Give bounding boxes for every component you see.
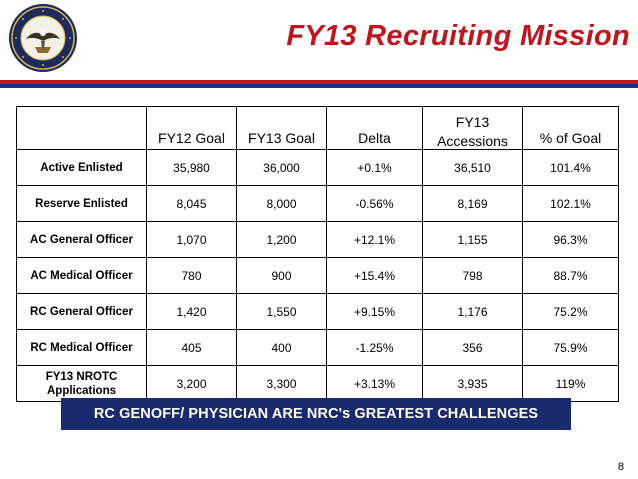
- accessions-cell: 8,169: [422, 185, 523, 222]
- delta-cell: -0.56%: [326, 185, 423, 222]
- accessions-cell: 356: [422, 329, 523, 366]
- accessions-cell: 798: [422, 257, 523, 294]
- row-label: Reserve Enlisted: [16, 185, 147, 222]
- row-label: Active Enlisted: [16, 149, 147, 186]
- fy13-goal-cell: 900: [236, 257, 327, 294]
- row-label: AC General Officer: [16, 221, 147, 258]
- page-title: FY13 Recruiting Mission: [286, 20, 630, 52]
- fy13-goal-cell: 3,300: [236, 365, 327, 402]
- table-row: Active Enlisted 35,980 36,000 +0.1% 36,5…: [16, 149, 619, 186]
- fy12-goal-cell: 3,200: [146, 365, 237, 402]
- percent-of-goal-cell: 75.9%: [522, 329, 619, 366]
- table-row: RC General Officer 1,420 1,550 +9.15% 1,…: [16, 293, 619, 330]
- row-label: RC Medical Officer: [16, 329, 147, 366]
- page-number: 8: [617, 461, 624, 473]
- header-rule-red: [0, 80, 638, 84]
- accessions-cell: 1,176: [422, 293, 523, 330]
- delta-cell: +12.1%: [326, 221, 423, 258]
- fy12-goal-cell: 405: [146, 329, 237, 366]
- delta-cell: +15.4%: [326, 257, 423, 294]
- table-row: RC Medical Officer 405 400 -1.25% 356 75…: [16, 329, 619, 366]
- delta-cell: +9.15%: [326, 293, 423, 330]
- fy12-goal-cell: 35,980: [146, 149, 237, 186]
- fy13-goal-cell: 36,000: [236, 149, 327, 186]
- column-header-fy13-goal: FY13 Goal: [236, 106, 327, 150]
- percent-of-goal-cell: 102.1%: [522, 185, 619, 222]
- percent-of-goal-cell: 96.3%: [522, 221, 619, 258]
- header-rule-blue: [0, 84, 638, 88]
- table-row: Reserve Enlisted 8,045 8,000 -0.56% 8,16…: [16, 185, 619, 222]
- row-label: FY13 NROTC Applications: [16, 365, 147, 402]
- column-header-fy12-goal: FY12 Goal: [146, 106, 237, 150]
- column-header-fy13-accessions: FY13 Accessions: [422, 106, 523, 150]
- fy13-goal-cell: 400: [236, 329, 327, 366]
- table-row: FY13 NROTC Applications 3,200 3,300 +3.13…: [16, 365, 619, 402]
- fy12-goal-cell: 8,045: [146, 185, 237, 222]
- table-row: AC General Officer 1,070 1,200 +12.1% 1,…: [16, 221, 619, 258]
- recruiting-table: FY12 Goal FY13 Goal Delta FY13 Accessions…: [16, 106, 619, 402]
- percent-of-goal-cell: 101.4%: [522, 149, 619, 186]
- percent-of-goal-cell: 88.7%: [522, 257, 619, 294]
- delta-cell: -1.25%: [326, 329, 423, 366]
- row-label: RC General Officer: [16, 293, 147, 330]
- delta-cell: +3.13%: [326, 365, 423, 402]
- column-header-percent-of-goal: % of Goal: [522, 106, 619, 150]
- fy13-goal-cell: 8,000: [236, 185, 327, 222]
- percent-of-goal-cell: 75.2%: [522, 293, 619, 330]
- accessions-cell: 36,510: [422, 149, 523, 186]
- row-label: AC Medical Officer: [16, 257, 147, 294]
- delta-cell: +0.1%: [326, 149, 423, 186]
- percent-of-goal-cell: 119%: [522, 365, 619, 402]
- column-header-delta: Delta: [326, 106, 423, 150]
- fy12-goal-cell: 780: [146, 257, 237, 294]
- accessions-cell: 1,155: [422, 221, 523, 258]
- fy13-goal-cell: 1,550: [236, 293, 327, 330]
- table-row: AC Medical Officer 780 900 +15.4% 798 88…: [16, 257, 619, 294]
- column-header-label: [16, 106, 147, 150]
- fy13-goal-cell: 1,200: [236, 221, 327, 258]
- fy12-goal-cell: 1,420: [146, 293, 237, 330]
- accessions-cell: 3,935: [422, 365, 523, 402]
- table-header-row: FY12 Goal FY13 Goal Delta FY13 Accessions…: [16, 106, 619, 150]
- challenge-banner: RC GENOFF/ PHYSICIAN ARE NRC's GREATEST …: [61, 398, 571, 430]
- fy12-goal-cell: 1,070: [146, 221, 237, 258]
- navy-seal-icon: [9, 4, 77, 72]
